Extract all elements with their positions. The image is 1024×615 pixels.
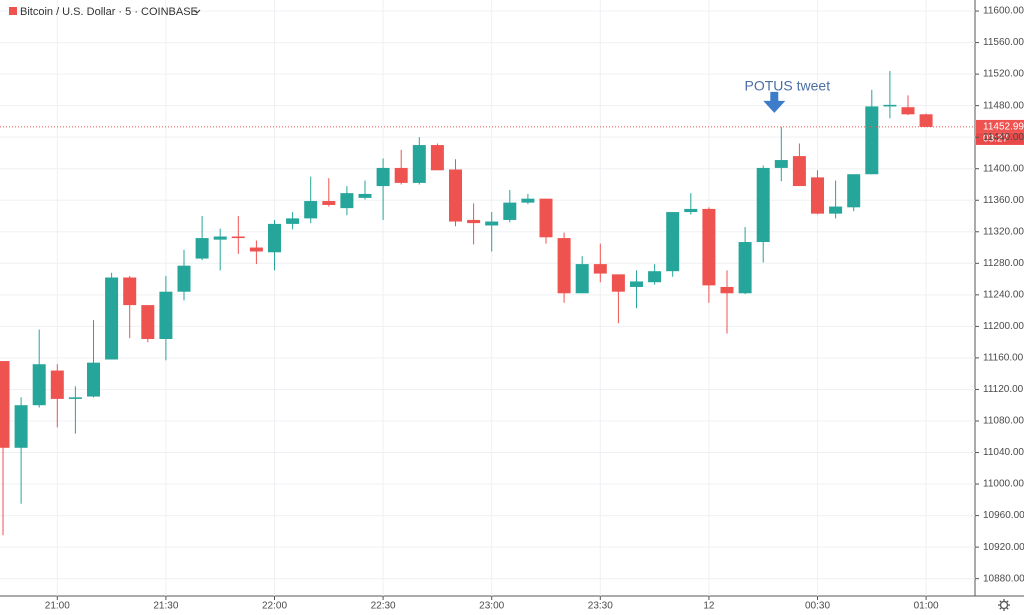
gear[interactable] [999, 600, 1009, 610]
countdown-tag [976, 132, 1024, 145]
y-tick-label: 11360.00 [983, 195, 1024, 206]
candle-body [412, 145, 426, 183]
candles [0, 70, 933, 536]
candle-body [249, 247, 263, 252]
x-tick-label: 22:00 [262, 601, 287, 612]
candle-body [792, 156, 806, 187]
y-tick-label: 10960.00 [983, 510, 1024, 521]
y-tick-label: 11280.00 [983, 258, 1024, 269]
settings-icon[interactable] [998, 599, 1010, 611]
x-tick-label: 21:00 [45, 601, 70, 612]
y-tick-label: 11320.00 [983, 226, 1024, 237]
candle-body [829, 206, 843, 214]
x-tick-label: 12 [703, 601, 715, 612]
candle-body [0, 361, 10, 448]
candle-body [68, 397, 82, 399]
y-tick-label: 11520.00 [983, 69, 1024, 80]
y-tick-label: 11000.00 [983, 479, 1024, 490]
candle-body [286, 218, 300, 224]
candle-body [376, 167, 390, 187]
candle-body [684, 208, 698, 213]
x-tick-label: 23:30 [588, 601, 613, 612]
candle-body [593, 264, 607, 274]
candle-body [467, 219, 481, 224]
annotation-arrow [763, 91, 786, 113]
candle-body [919, 114, 933, 127]
candle-body [756, 167, 770, 243]
candle-body [901, 107, 915, 115]
countdown-label: 03:27 [983, 134, 1008, 145]
y-tick-label: 11400.00 [983, 163, 1024, 174]
y-tick-label: 11040.00 [983, 447, 1024, 458]
candle-body [485, 221, 499, 226]
candle-body [503, 202, 517, 220]
candle-body [666, 212, 680, 272]
candle-body [702, 208, 716, 286]
y-tick-label: 11240.00 [983, 289, 1024, 300]
candle-body [213, 236, 227, 240]
y-tick-label: 11560.00 [983, 37, 1024, 48]
y-tick-label: 11200.00 [983, 321, 1024, 332]
candle-body [774, 160, 788, 168]
candle-body [141, 305, 155, 339]
candle-body [865, 106, 879, 175]
y-tick-label: 11080.00 [983, 416, 1024, 427]
y-tick-label: 11160.00 [983, 353, 1024, 364]
candle-body [340, 193, 354, 209]
x-tick-label: 22:30 [371, 601, 396, 612]
y-tick-label: 11440.00 [983, 132, 1024, 143]
candle-body [50, 370, 64, 399]
candle-body [358, 193, 372, 198]
candle-body [105, 277, 119, 360]
x-tick-label: 21:30 [153, 601, 178, 612]
candle-body [611, 274, 625, 292]
price-axis-bg [975, 0, 1024, 615]
candle-body [557, 238, 571, 294]
y-tick-label: 11120.00 [983, 384, 1024, 395]
y-tick-label: 10920.00 [983, 542, 1024, 553]
candle-body [304, 201, 318, 219]
candle-body [159, 291, 173, 339]
candle-body [720, 286, 734, 294]
candle-body [449, 169, 462, 222]
candle-body [394, 167, 408, 183]
annotation: POTUS tweet [745, 78, 831, 94]
candle-body [811, 177, 824, 214]
symbol-icon [9, 7, 17, 15]
candle-body [648, 271, 662, 283]
candle-body [575, 264, 589, 294]
last-price-tag [976, 119, 1024, 133]
dropdown-caret[interactable] [193, 9, 201, 14]
x-tick-label: 00:30 [805, 601, 830, 612]
symbol-title[interactable]: Bitcoin / U.S. Dollar · 5 · COINBASE [20, 6, 198, 18]
candle-body [539, 198, 553, 238]
candle-body [521, 198, 535, 203]
candle-body [268, 223, 281, 253]
candle-body [231, 236, 245, 239]
x-tick-label: 01:00 [914, 601, 939, 612]
y-tick-label: 11480.00 [983, 100, 1024, 111]
candle-body [847, 174, 861, 208]
candle-body [14, 405, 28, 448]
candle-body [195, 238, 209, 259]
gear-teeth[interactable] [998, 599, 1010, 611]
candle-body [322, 201, 336, 205]
candle-body [738, 242, 752, 294]
last-price-label: 11452.99 [983, 122, 1024, 133]
y-tick-label: 11600.00 [983, 6, 1024, 17]
candle-body [430, 145, 444, 171]
candle-body [177, 265, 191, 292]
candle-body [32, 364, 46, 406]
candle-body [123, 277, 137, 306]
candle-body [630, 281, 643, 287]
y-tick-label: 10880.00 [983, 573, 1024, 584]
candle-body [87, 362, 100, 397]
candle-body [883, 104, 897, 107]
x-tick-label: 23:00 [479, 601, 504, 612]
